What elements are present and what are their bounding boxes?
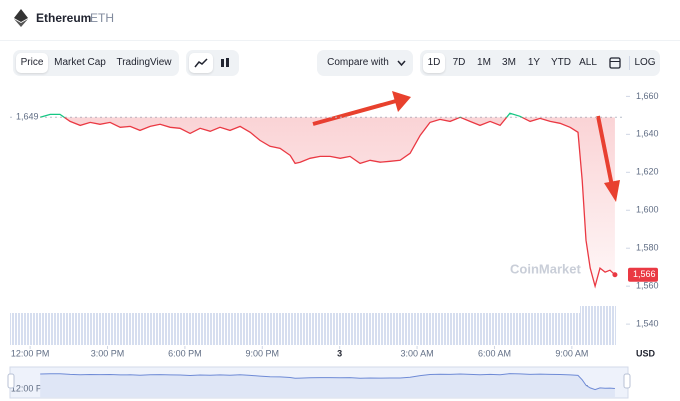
x-tick-label: 9:00 PM — [246, 348, 280, 358]
separator — [629, 56, 630, 70]
y-tick-label: 1,620 — [636, 167, 659, 177]
x-tick-label: 3 — [337, 348, 342, 358]
range-button[interactable]: YTD — [551, 57, 571, 68]
range-button[interactable]: 3M — [502, 57, 516, 68]
navigator-handle — [623, 373, 631, 389]
compare-dropdown[interactable]: Compare with — [317, 50, 413, 76]
range-button[interactable]: 7D — [452, 57, 466, 68]
x-tick-label: 9:00 AM — [555, 348, 588, 358]
range-button[interactable]: 1Y — [527, 57, 541, 68]
navigator-handle — [7, 373, 15, 389]
chevron — [397, 60, 406, 67]
y-tick-label: 1,600 — [636, 205, 659, 215]
y-tick-label: 1,580 — [636, 243, 659, 253]
navigator-tick-label: 12:00 PM — [11, 383, 50, 393]
candle-icon[interactable] — [214, 53, 236, 73]
coin-name: Ethereum — [36, 11, 92, 25]
tab-group: Price Market Cap TradingView — [13, 50, 179, 76]
calendar-icon[interactable] — [606, 53, 624, 73]
volume-bars — [10, 313, 580, 345]
price-line — [40, 112, 616, 289]
compare-label: Compare with — [327, 57, 389, 68]
currency-label: USD — [636, 348, 656, 358]
log-button[interactable]: LOG — [634, 57, 656, 68]
range-group: 1D 7D 1M 3M 1Y YTD ALL LOG — [420, 50, 660, 76]
current-price-label: 1,566 — [633, 269, 656, 279]
reference-label-bg — [12, 110, 42, 125]
price-area — [40, 117, 615, 287]
current-price-box — [628, 267, 658, 282]
navigator-area — [40, 373, 615, 397]
line-icon[interactable] — [189, 53, 213, 73]
x-tick-label: 6:00 PM — [168, 348, 202, 358]
chart-style-group — [186, 50, 239, 76]
navigator-line — [40, 373, 615, 391]
tab-tradingview[interactable]: TradingView — [116, 57, 172, 68]
arrow-head — [392, 91, 411, 112]
eth-logo — [14, 9, 28, 27]
header-bar: Ethereum ETH — [0, 0, 680, 41]
x-tick-label: 3:00 AM — [401, 348, 434, 358]
reference-label: 1,649 — [16, 112, 39, 122]
tab-price[interactable]: Price — [16, 53, 48, 73]
range-button[interactable]: ALL — [579, 57, 597, 68]
x-tick-label: 3:00 PM — [91, 348, 125, 358]
last-point — [612, 272, 618, 278]
x-tick-label: 12:00 PM — [11, 348, 50, 358]
coin-symbol: ETH — [90, 11, 114, 25]
range-button[interactable]: 1D — [423, 53, 445, 73]
y-tick-label: 1,660 — [636, 91, 659, 101]
range-button[interactable]: 1M — [477, 57, 491, 68]
y-tick-label: 1,640 — [636, 129, 659, 139]
y-tick-label: 1,540 — [636, 318, 659, 328]
tab-market-cap[interactable]: Market Cap — [54, 57, 106, 68]
y-tick-label: 1,560 — [636, 281, 659, 291]
volume-bars — [580, 306, 616, 345]
watermark: CoinMarket — [510, 261, 581, 276]
x-tick-label: 6:00 AM — [478, 348, 511, 358]
